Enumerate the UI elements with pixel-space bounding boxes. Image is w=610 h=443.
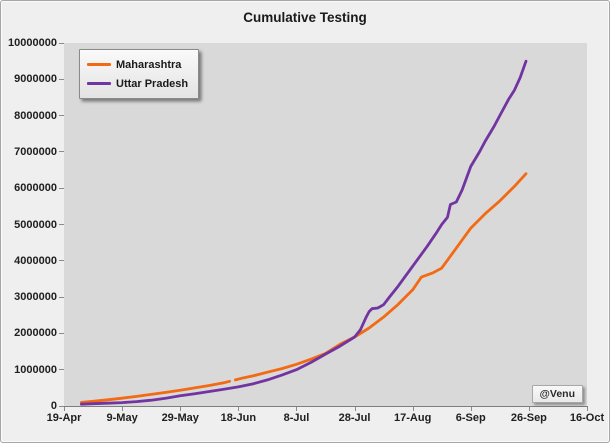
y-tick-label: 3000000	[14, 291, 57, 304]
x-tick-mark	[122, 407, 124, 411]
y-tick-mark	[59, 78, 64, 80]
y-tick-mark	[59, 369, 64, 371]
y-tick-label: 1000000	[14, 363, 57, 376]
y-tick-mark	[59, 151, 64, 153]
x-tick-label: 26-Sep	[510, 412, 547, 424]
y-tick-mark	[59, 405, 64, 407]
y-tick-label: 9000000	[14, 73, 57, 86]
x-tick-mark	[238, 407, 240, 411]
x-tick-label: 29-May	[161, 412, 199, 424]
y-tick-mark	[59, 115, 64, 117]
plot-area	[64, 43, 587, 406]
x-tick-mark	[412, 407, 414, 411]
x-tick-label: 17-Aug	[394, 412, 432, 424]
chart-title: Cumulative Testing	[243, 10, 367, 25]
plot-svg	[79, 59, 528, 406]
legend: Maharashtra Uttar Pradesh	[79, 49, 200, 99]
y-tick-mark	[59, 224, 64, 225]
x-tick-label: 16-Oct	[569, 412, 605, 424]
x-tick-label: 19-Apr	[46, 412, 82, 424]
y-tick-label: 6000000	[14, 182, 57, 195]
y-tick-label: 5000000	[14, 218, 57, 231]
y-tick-mark	[59, 42, 64, 44]
y-tick-label: 4000000	[14, 254, 57, 267]
x-tick-mark	[587, 407, 588, 411]
y-tick-label: 7000000	[14, 145, 57, 158]
x-tick-mark	[296, 407, 298, 411]
y-tick-label: 2000000	[14, 327, 57, 340]
legend-label-uttar-pradesh: Uttar Pradesh	[116, 77, 189, 90]
legend-swatch-uttar-pradesh	[87, 82, 111, 85]
x-tick-label: 8-Jul	[283, 412, 310, 424]
legend-item-maharashtra: Maharashtra	[87, 55, 188, 74]
y-tick-label: 10000000	[8, 37, 57, 49]
y-tick-mark	[59, 296, 64, 298]
series-line-uttar-pradesh	[79, 59, 528, 406]
legend-swatch-maharashtra	[87, 63, 111, 66]
series-line-maharashtra	[233, 172, 528, 382]
series-line-maharashtra	[79, 379, 232, 404]
legend-label-maharashtra: Maharashtra	[116, 58, 182, 71]
x-tick-mark	[64, 407, 65, 411]
y-tick-mark	[59, 187, 64, 189]
legend-item-uttar-pradesh: Uttar Pradesh	[87, 74, 188, 93]
y-tick-mark	[59, 260, 64, 262]
x-tick-label: 9-May	[106, 412, 138, 424]
watermark-badge: @Venu	[531, 385, 583, 403]
x-tick-mark	[180, 407, 182, 411]
y-tick-mark	[59, 332, 64, 334]
x-tick-label: 6-Sep	[455, 412, 486, 424]
y-tick-label: 8000000	[14, 109, 57, 122]
x-tick-mark	[470, 407, 472, 411]
y-tick-label: 0	[50, 400, 57, 412]
x-tick-mark	[528, 407, 530, 411]
x-axis-line	[64, 406, 588, 407]
x-tick-label: 18-Jun	[220, 412, 257, 424]
x-tick-mark	[354, 407, 356, 411]
x-tick-label: 28-Jul	[338, 412, 371, 424]
